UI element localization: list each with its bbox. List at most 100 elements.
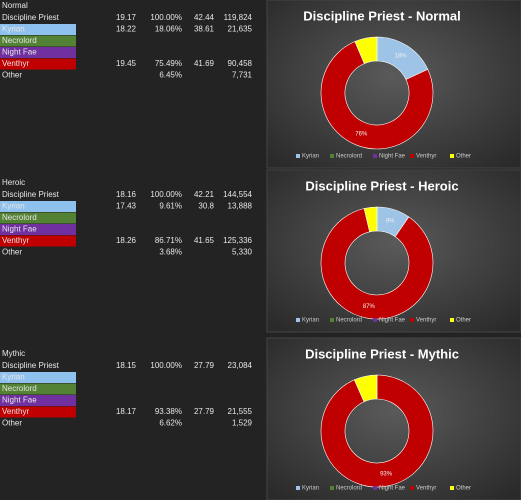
cell-value: 17.43 <box>116 202 137 211</box>
slice-label: 18% <box>395 53 408 59</box>
slice-label: 76% <box>355 132 368 138</box>
cell-value: 42.44 <box>194 13 215 22</box>
cell-value: 27.79 <box>194 361 215 370</box>
legend-label: Kyrian <box>302 318 319 324</box>
row-name: Night Fae <box>2 396 37 405</box>
cell-value: 30.8 <box>198 202 214 211</box>
row-name: Venthyr <box>2 236 29 245</box>
cell-value: 19.45 <box>116 59 137 68</box>
legend-swatch <box>330 318 334 322</box>
legend-label: Venthyr <box>416 318 436 324</box>
cell-value: 75.49% <box>155 59 182 68</box>
row-name: Night Fae <box>2 48 37 57</box>
cell-value: 125,336 <box>223 236 252 245</box>
cell-value: 93.38% <box>155 407 182 416</box>
slice-label: 87% <box>363 304 376 310</box>
legend-label: Night Fae <box>379 486 406 492</box>
legend-label: Venthyr <box>416 486 436 492</box>
row-name: Necrolord <box>2 384 37 393</box>
legend-swatch <box>450 486 454 490</box>
cell-value: 18.15 <box>116 361 137 370</box>
slice <box>320 208 434 320</box>
legend-swatch <box>450 318 454 322</box>
legend-swatch <box>296 154 300 158</box>
slice <box>354 36 378 64</box>
row-name: Other <box>2 419 22 428</box>
row-fill <box>0 212 76 224</box>
row-name: Venthyr <box>2 59 29 68</box>
legend-label: Other <box>456 486 471 492</box>
legend-swatch <box>410 486 414 490</box>
row-name: Discipline Priest <box>2 13 60 22</box>
row-fill <box>0 406 76 418</box>
slice <box>320 41 434 150</box>
table-label: Mythic <box>2 349 25 358</box>
slice <box>353 374 378 403</box>
cell-value: 6.45% <box>159 71 182 80</box>
cell-value: 7,731 <box>232 71 253 80</box>
row-fill <box>0 58 76 70</box>
cell-value: 21,635 <box>228 25 253 34</box>
slice <box>363 206 378 233</box>
cell-value: 100.00% <box>150 13 182 22</box>
legend-swatch <box>450 154 454 158</box>
cell-value: 144,554 <box>223 190 252 199</box>
row-name: Discipline Priest <box>2 361 60 370</box>
row-fill <box>0 47 76 58</box>
chart-title: Discipline Priest - Mythic <box>305 346 459 361</box>
cell-value: 19.17 <box>116 13 137 22</box>
legend-swatch <box>296 486 300 490</box>
legend-label: Necrolord <box>336 486 362 492</box>
cell-value: 18.22 <box>116 25 137 34</box>
row-name: Night Fae <box>2 225 37 234</box>
row-name: Discipline Priest <box>2 190 60 199</box>
row-fill <box>0 24 76 35</box>
table-label: Heroic <box>2 178 25 187</box>
row-name: Necrolord <box>2 36 37 45</box>
cell-value: 18.17 <box>116 407 137 416</box>
slice-label: 93% <box>380 472 393 478</box>
cell-value: 18.16 <box>116 190 137 199</box>
legend-label: Other <box>456 318 471 324</box>
legend-label: Night Fae <box>379 154 406 160</box>
cell-value: 9.61% <box>159 202 182 211</box>
row-name: Other <box>2 71 22 80</box>
cell-value: 86.71% <box>155 236 182 245</box>
row-name: Kyrian <box>2 373 25 382</box>
row-name: Kyrian <box>2 202 25 211</box>
cell-value: 6.62% <box>159 419 182 428</box>
legend-swatch <box>373 154 377 158</box>
legend-swatch <box>373 318 377 322</box>
legend-label: Other <box>456 154 471 160</box>
row-fill <box>0 235 76 247</box>
row-name: Venthyr <box>2 407 29 416</box>
cell-value: 5,330 <box>232 248 253 257</box>
row-fill <box>0 372 76 383</box>
row-name: Kyrian <box>2 25 25 34</box>
cell-value: 1,529 <box>232 419 253 428</box>
cell-value: 100.00% <box>150 361 182 370</box>
cell-value: 42.21 <box>194 190 215 199</box>
row-fill <box>0 395 76 406</box>
row-fill <box>0 35 76 47</box>
legend-swatch <box>330 154 334 158</box>
cell-value: 38.61 <box>194 25 215 34</box>
cell-value: 27.79 <box>194 407 215 416</box>
cell-value: 3.68% <box>159 248 182 257</box>
chart-title: Discipline Priest - Heroic <box>305 178 458 193</box>
chart-title: Discipline Priest - Normal <box>303 8 461 23</box>
legend-label: Necrolord <box>336 154 362 160</box>
legend-label: Kyrian <box>302 154 319 160</box>
legend-label: Necrolord <box>336 318 362 324</box>
row-fill <box>0 383 76 395</box>
row-fill <box>0 224 76 235</box>
cell-value: 90,458 <box>228 59 253 68</box>
cell-value: 13,888 <box>228 202 253 211</box>
cell-value: 21,555 <box>228 407 253 416</box>
legend-swatch <box>410 154 414 158</box>
cell-value: 41.65 <box>194 236 215 245</box>
legend-label: Kyrian <box>302 486 319 492</box>
legend-swatch <box>330 486 334 490</box>
row-fill <box>0 201 76 212</box>
